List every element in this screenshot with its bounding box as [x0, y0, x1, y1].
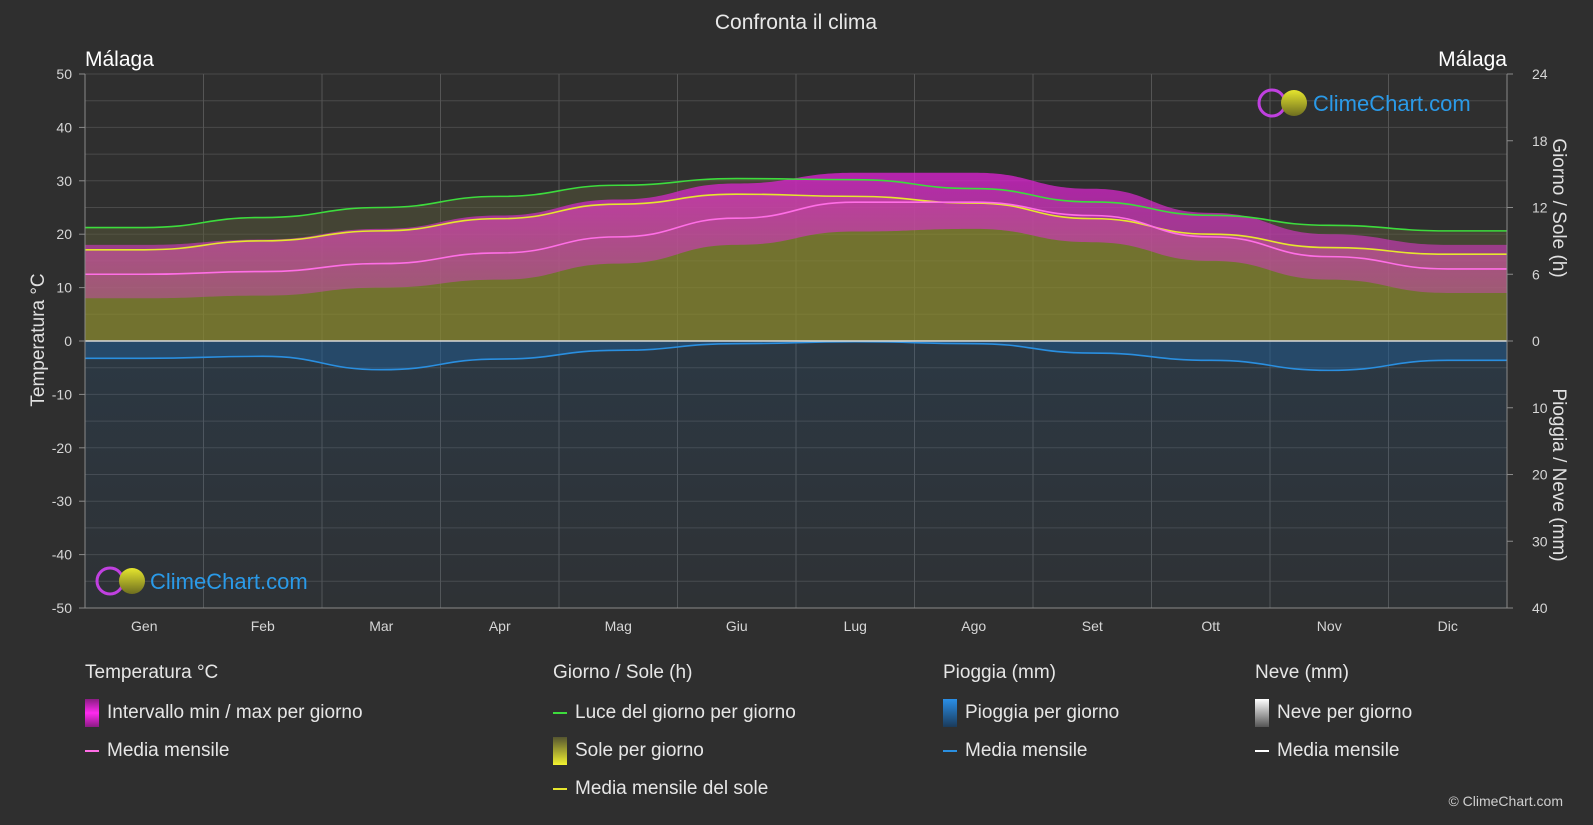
- legend-label: Luce del giorno per giorno: [575, 702, 796, 723]
- legend-item: Intervallo min / max per giorno: [85, 694, 363, 732]
- y-right-top-tick-label: 12: [1532, 200, 1548, 216]
- swatch-snow: [1255, 699, 1269, 727]
- y-right-bottom-tick-label: 10: [1532, 400, 1548, 416]
- copyright: © ClimeChart.com: [1448, 793, 1563, 809]
- legend-group-sun: Giorno / Sole (h) Luce del giorno per gi…: [553, 662, 796, 808]
- y-right-bottom-label: Pioggia / Neve (mm): [1548, 388, 1569, 561]
- legend-group-temperature: Temperatura °C Intervallo min / max per …: [85, 662, 363, 770]
- x-tick-label: Feb: [251, 618, 275, 634]
- legend-label: Neve per giorno: [1277, 702, 1413, 723]
- swatch-rain: [943, 699, 957, 727]
- swatch-rain-mean: [943, 750, 957, 752]
- y-left-tick-label: 30: [56, 173, 72, 189]
- swatch-sun-mean: [553, 788, 567, 790]
- y-left-tick-label: -30: [52, 493, 72, 509]
- legend-title: Temperatura °C: [85, 662, 219, 683]
- x-tick-label: Apr: [489, 618, 511, 634]
- y-left-tick-label: 50: [56, 66, 72, 82]
- legend-label: Sole per giorno: [575, 740, 704, 761]
- legend-item: Sole per giorno: [553, 732, 796, 770]
- daylight-line: [85, 177, 1507, 232]
- y-left-tick-label: -50: [52, 600, 72, 616]
- x-tick-label: Giu: [726, 618, 748, 634]
- y-right-bottom-tick-label: 20: [1532, 467, 1548, 483]
- logo-sun-icon: [119, 568, 145, 594]
- legend-item: Media mensile: [943, 732, 1119, 770]
- swatch-temp-mean: [85, 750, 99, 752]
- legend-label: Intervallo min / max per giorno: [107, 702, 363, 723]
- temp-mean-line: [85, 201, 1507, 276]
- legend-item: Neve per giorno: [1255, 694, 1412, 732]
- y-left-label: Temperatura °C: [28, 273, 49, 406]
- y-right-bottom-tick-label: 30: [1532, 533, 1548, 549]
- axes: 50 40 30 20 10 0 -10 -20 -30 -40 -50 24 18 12 6 0 10 20 30…: [52, 66, 1548, 634]
- swatch-sun: [553, 737, 567, 765]
- x-tick-label: Mag: [605, 618, 632, 634]
- y-right-top-tick-label: 18: [1532, 133, 1548, 149]
- legend: Temperatura °C Intervallo min / max per …: [0, 662, 1593, 802]
- x-tick-label: Ago: [961, 618, 986, 634]
- legend-title: Neve (mm): [1255, 662, 1349, 683]
- watermark-text: ClimeChart.com: [150, 569, 308, 594]
- y-left-tick-label: -40: [52, 547, 72, 563]
- watermark-bottom: ClimeChart.com: [95, 566, 308, 596]
- x-tick-label: Set: [1082, 618, 1103, 634]
- y-left-tick-label: -20: [52, 440, 72, 456]
- x-tick-label: Gen: [131, 618, 157, 634]
- x-tick-label: Mar: [369, 618, 393, 634]
- logo-sun-icon: [1281, 90, 1307, 116]
- watermark-text: ClimeChart.com: [1313, 91, 1471, 116]
- y-right-top-label: Giorno / Sole (h): [1548, 138, 1569, 277]
- data-bands: [85, 172, 1507, 608]
- x-tick-label: Dic: [1438, 618, 1458, 634]
- x-tick-label: Ott: [1201, 618, 1220, 634]
- legend-label: Media mensile: [107, 740, 230, 761]
- swatch-daylight: [553, 712, 567, 714]
- climate-chart: Confronta il clima Málaga Málaga 50 40 30 2…: [28, 11, 1569, 634]
- x-tick-label: Nov: [1317, 618, 1342, 634]
- legend-item: Luce del giorno per giorno: [553, 694, 796, 732]
- legend-label: Media mensile: [965, 740, 1088, 761]
- location-right: Málaga: [1438, 48, 1507, 71]
- legend-label: Pioggia per giorno: [965, 702, 1120, 723]
- legend-label: Media mensile: [1277, 740, 1400, 761]
- rain-mean-line: [85, 340, 1507, 372]
- legend-item: Media mensile del sole: [553, 770, 796, 808]
- legend-item: Media mensile: [1255, 732, 1412, 770]
- watermark-top: ClimeChart.com: [1257, 88, 1471, 118]
- y-right-top-tick-label: 0: [1532, 333, 1540, 349]
- swatch-temp-range: [85, 699, 99, 727]
- legend-group-snow: Neve (mm) Neve per giorno Media mensile: [1255, 662, 1412, 770]
- legend-title: Pioggia (mm): [943, 662, 1056, 683]
- y-left-tick-label: 10: [56, 280, 72, 296]
- y-right-top-tick-label: 6: [1532, 266, 1540, 282]
- legend-item: Pioggia per giorno: [943, 694, 1119, 732]
- y-right-top-tick-label: 24: [1532, 66, 1548, 82]
- legend-label: Media mensile del sole: [575, 778, 769, 799]
- y-left-tick-label: 0: [64, 333, 72, 349]
- chart-title: Confronta il clima: [715, 11, 878, 34]
- y-left-tick-label: 40: [56, 119, 72, 135]
- swatch-snow-mean: [1255, 750, 1269, 752]
- legend-item: Media mensile: [85, 732, 363, 770]
- rain-daily-area: [85, 341, 1507, 608]
- legend-title: Giorno / Sole (h): [553, 662, 693, 683]
- legend-group-rain: Pioggia (mm) Pioggia per giorno Media me…: [943, 662, 1119, 770]
- y-left-tick-label: -10: [52, 386, 72, 402]
- y-left-tick-label: 20: [56, 226, 72, 242]
- temp-range-band: [85, 172, 1507, 299]
- sun-mean-line: [84, 193, 1507, 256]
- x-tick-label: Lug: [844, 618, 867, 634]
- y-right-bottom-tick-label: 40: [1532, 600, 1548, 616]
- location-left: Málaga: [85, 48, 154, 71]
